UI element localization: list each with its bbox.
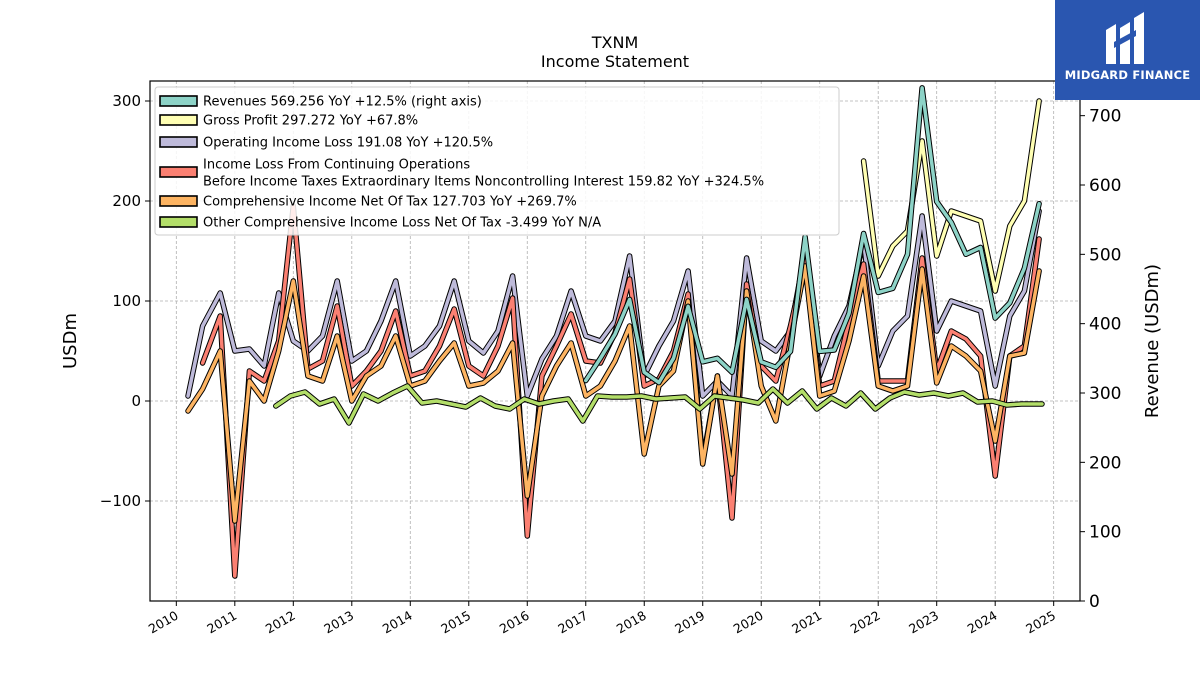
x-tick-label: 2016 xyxy=(497,608,532,637)
logo-text: MIDGARD FINANCE xyxy=(1064,68,1191,82)
axis-ticks: 2010 2011 2012 2013 2014 2015 2016 2017 2018 2019… xyxy=(100,92,1122,637)
legend-label: Comprehensive Income Net Of Tax 127.703 … xyxy=(203,195,577,210)
legend: Revenues 569.256 YoY +12.5% (right axis)… xyxy=(154,86,840,236)
y-axis-label: USDm xyxy=(60,313,81,369)
legend-swatch xyxy=(159,95,198,107)
y-right-tick-label: 400 xyxy=(1089,315,1121,335)
series-outline-gross-profit xyxy=(860,98,1042,294)
x-tick-label: 2017 xyxy=(555,608,590,637)
series-line-operating-income-loss xyxy=(186,209,1041,398)
y-right-tick-label: 0 xyxy=(1089,592,1100,612)
legend-swatch xyxy=(159,114,198,126)
legend-swatch xyxy=(159,136,198,148)
series-line-comprehensive-income-net-of-tax xyxy=(186,264,1041,523)
y-right-tick-label: 200 xyxy=(1089,453,1121,473)
y-right-tick-label: 300 xyxy=(1089,384,1121,404)
x-tick-label: 2021 xyxy=(789,608,824,637)
y-right-tick-label: 700 xyxy=(1089,107,1121,127)
x-tick-label: 2015 xyxy=(438,608,473,637)
y-tick-label: 0 xyxy=(131,392,141,410)
y-right-tick-label: 100 xyxy=(1089,523,1121,543)
y-tick-label: 200 xyxy=(112,192,141,210)
series-line-revenues xyxy=(584,86,1041,385)
x-tick-label: 2012 xyxy=(263,608,298,637)
midgard-finance-logo: MIDGARD FINANCE xyxy=(1055,0,1200,100)
x-tick-label: 2025 xyxy=(1023,608,1058,637)
x-tick-label: 2013 xyxy=(321,608,356,637)
legend-label: Operating Income Loss 191.08 YoY +120.5% xyxy=(203,136,493,151)
x-tick-label: 2023 xyxy=(906,608,941,637)
legend-swatch xyxy=(159,216,198,228)
legend-label: Other Comprehensive Income Loss Net Of T… xyxy=(203,216,601,231)
x-tick-label: 2018 xyxy=(614,608,649,637)
y-tick-label: −100 xyxy=(100,492,141,510)
x-tick-label: 2011 xyxy=(204,608,239,637)
x-tick-label: 2022 xyxy=(848,608,883,637)
plot-frame xyxy=(149,80,1081,602)
legend-label: Before Income Taxes Extraordinary Items … xyxy=(203,175,764,190)
y-right-tick-label: 600 xyxy=(1089,176,1121,196)
chart-title: TXNM xyxy=(591,33,639,52)
legend-label: Gross Profit 297.272 YoY +67.8% xyxy=(203,114,418,129)
y-right-tick-label: 500 xyxy=(1089,245,1121,265)
legend-label: Income Loss From Continuing Operations xyxy=(203,158,470,173)
x-tick-label: 2010 xyxy=(146,608,181,637)
x-tick-label: 2020 xyxy=(731,608,766,637)
y-tick-label: 300 xyxy=(112,92,141,110)
y-tick-label: 100 xyxy=(112,292,141,310)
series-line-income-loss-from-continuing-operations-before-income-taxes-extraordinary-items-noncontrolling-interest xyxy=(200,204,1041,578)
legend-frame xyxy=(154,86,840,236)
x-tick-label: 2019 xyxy=(672,608,707,637)
legend-swatch xyxy=(159,195,198,207)
series-layer xyxy=(185,85,1045,579)
legend-swatch xyxy=(159,166,198,178)
logo-mark-icon xyxy=(1106,12,1144,64)
chart-subtitle: Income Statement xyxy=(541,52,689,71)
x-tick-label: 2014 xyxy=(380,608,415,637)
series-line-gross-profit xyxy=(861,99,1041,293)
legend-label: Revenues 569.256 YoY +12.5% (right axis) xyxy=(203,95,482,110)
x-tick-label: 2024 xyxy=(965,608,1000,637)
series-line-other-comprehensive-income-loss-net-of-tax xyxy=(274,384,1044,425)
y-axis-right-label: Revenue (USDm) xyxy=(1142,264,1163,418)
